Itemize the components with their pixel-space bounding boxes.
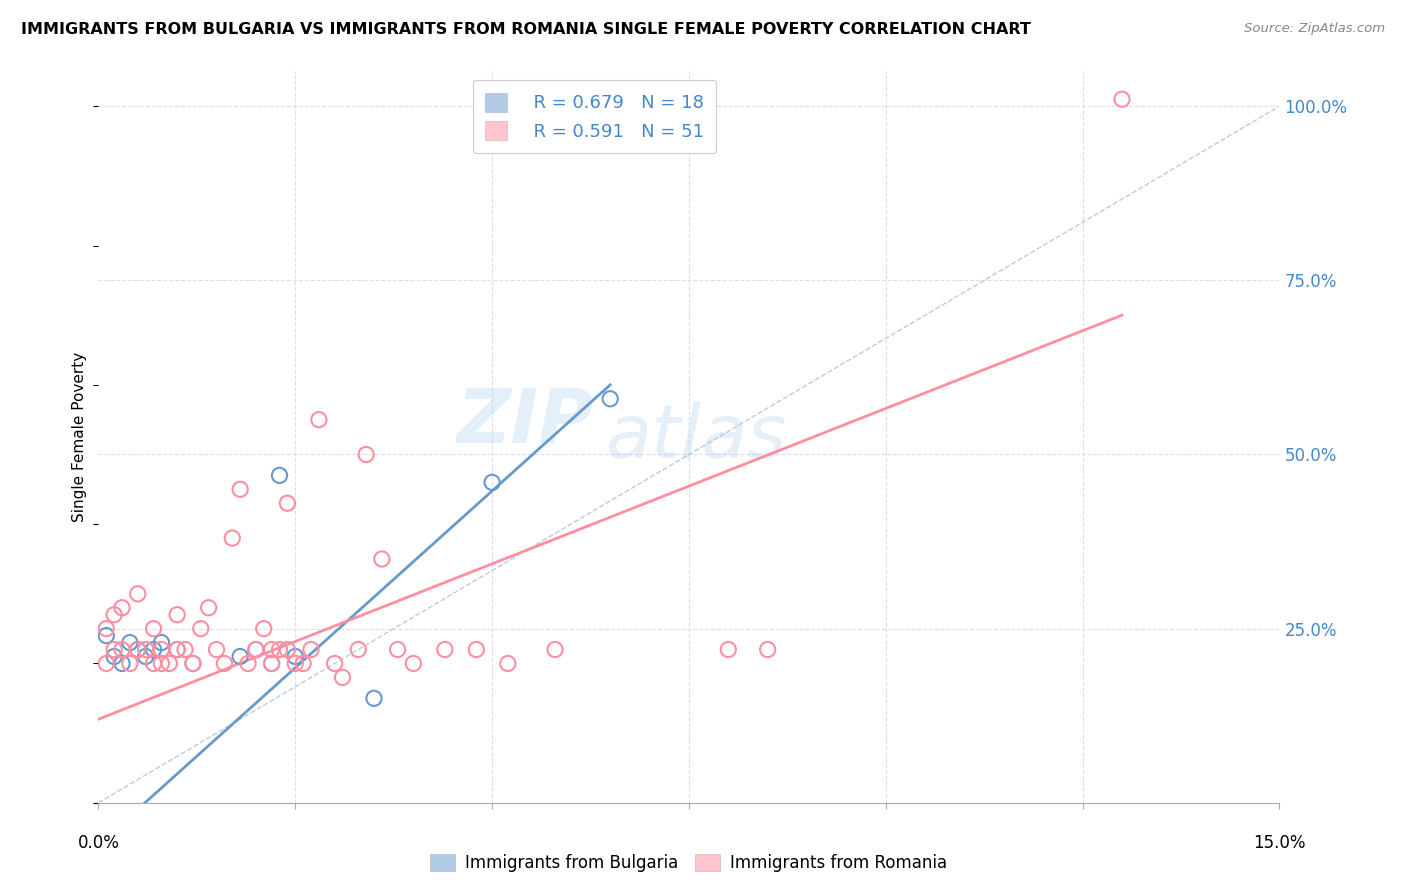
Point [118, 635, 141, 649]
Point [756, 642, 779, 657]
Point [354, 448, 377, 462]
Point [205, 642, 228, 657]
Point [717, 642, 740, 657]
Point [174, 642, 197, 657]
Point [308, 412, 330, 426]
Point [111, 657, 134, 671]
Text: Source: ZipAtlas.com: Source: ZipAtlas.com [1244, 22, 1385, 36]
Text: 0.0%: 0.0% [77, 834, 120, 852]
Legend: Immigrants from Bulgaria, Immigrants from Romania: Immigrants from Bulgaria, Immigrants fro… [423, 847, 955, 879]
Point [323, 657, 346, 671]
Point [197, 600, 219, 615]
Point [181, 657, 204, 671]
Point [465, 642, 488, 657]
Point [299, 642, 322, 657]
Point [214, 657, 236, 671]
Point [111, 642, 134, 657]
Point [150, 642, 173, 657]
Point [96, 657, 118, 671]
Point [260, 657, 283, 671]
Point [221, 531, 243, 545]
Point [544, 642, 567, 657]
Point [166, 642, 188, 657]
Point [142, 657, 165, 671]
Point [157, 657, 180, 671]
Point [166, 607, 188, 622]
Point [103, 607, 125, 622]
Point [347, 642, 370, 657]
Text: 15.0%: 15.0% [1253, 834, 1306, 852]
Point [496, 657, 519, 671]
Point [190, 622, 212, 636]
Point [135, 642, 157, 657]
Point [284, 657, 307, 671]
Point [253, 622, 276, 636]
Point [269, 642, 291, 657]
Point [260, 642, 283, 657]
Point [260, 657, 283, 671]
Point [236, 657, 259, 671]
Point [245, 642, 267, 657]
Point [229, 649, 252, 664]
Point [387, 642, 409, 657]
Text: ZIP: ZIP [457, 386, 595, 459]
Point [245, 642, 267, 657]
Point [481, 475, 503, 490]
Point [96, 629, 118, 643]
Point [599, 392, 621, 406]
Y-axis label: Single Female Poverty: Single Female Poverty [72, 352, 87, 522]
Point [127, 642, 149, 657]
Point [371, 552, 394, 566]
Point [269, 468, 291, 483]
Point [433, 642, 456, 657]
Text: IMMIGRANTS FROM BULGARIA VS IMMIGRANTS FROM ROMANIA SINGLE FEMALE POVERTY CORREL: IMMIGRANTS FROM BULGARIA VS IMMIGRANTS F… [21, 22, 1031, 37]
Point [111, 600, 134, 615]
Point [402, 657, 425, 671]
Point [276, 496, 298, 510]
Point [118, 657, 141, 671]
Point [135, 649, 157, 664]
Point [150, 657, 173, 671]
Point [166, 642, 188, 657]
Point [1111, 92, 1133, 106]
Point [127, 587, 149, 601]
Point [284, 649, 307, 664]
Point [103, 649, 125, 664]
Point [96, 622, 118, 636]
Point [142, 642, 165, 657]
Point [292, 657, 315, 671]
Point [363, 691, 385, 706]
Point [181, 657, 204, 671]
Point [229, 483, 252, 497]
Point [103, 642, 125, 657]
Point [332, 670, 354, 684]
Point [150, 635, 173, 649]
Point [276, 642, 298, 657]
Point [142, 622, 165, 636]
Point [127, 642, 149, 657]
Text: atlas: atlas [606, 401, 787, 473]
